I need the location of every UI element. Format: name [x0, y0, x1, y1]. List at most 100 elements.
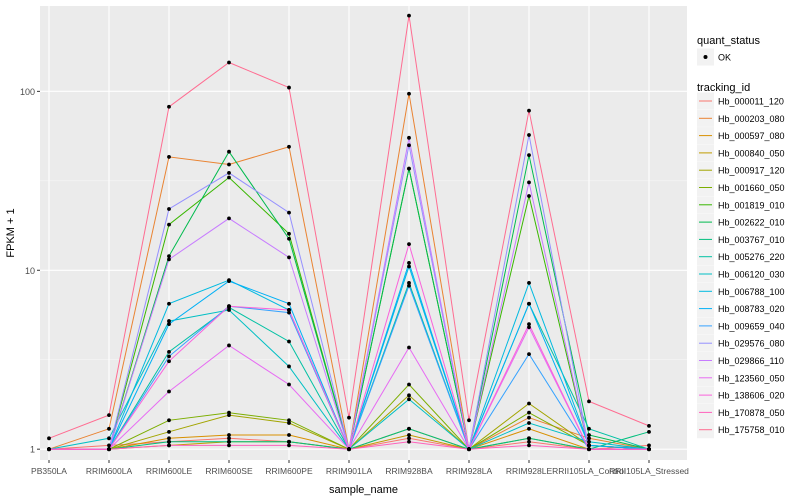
x-tick-label: RRIM928BA: [385, 466, 433, 476]
legend-label: Hb_008783_020: [718, 304, 785, 314]
data-point: [107, 436, 111, 441]
data-point: [587, 436, 591, 441]
legend-label: Hb_123560_050: [718, 373, 785, 383]
data-point: [587, 426, 591, 431]
data-point: [287, 144, 291, 149]
data-point: [287, 364, 291, 369]
data-point: [167, 418, 171, 423]
data-point: [287, 439, 291, 444]
data-point: [527, 443, 531, 448]
data-point: [407, 135, 411, 140]
data-point: [227, 149, 231, 154]
data-point: [527, 415, 531, 420]
legend-label: Hb_006788_100: [718, 287, 785, 297]
data-point: [347, 415, 351, 420]
data-point: [647, 429, 651, 434]
data-point: [287, 418, 291, 423]
legend-label: Hb_000917_120: [718, 166, 785, 176]
data-point: [287, 236, 291, 241]
legend-shape-entries: OK: [697, 48, 731, 66]
legend-label: Hb_000597_080: [718, 131, 785, 141]
data-point: [527, 322, 531, 327]
data-point: [407, 264, 411, 269]
data-point: [167, 254, 171, 259]
data-point: [47, 436, 51, 441]
data-point: [527, 410, 531, 415]
legend-label: Hb_170878_050: [718, 408, 785, 418]
data-point: [407, 166, 411, 171]
y-tick-label: 10: [25, 266, 35, 276]
data-point: [287, 310, 291, 315]
legend-label: Hb_003767_010: [718, 235, 785, 245]
legend-color-entries: Hb_000011_120 Hb_000203_080 Hb_000597_080 H…: [697, 92, 785, 439]
data-point: [107, 443, 111, 448]
y-tick-label: 1: [30, 445, 35, 455]
data-point: [167, 322, 171, 327]
x-axis-ticks: PB350LA RRIM600LA RRIM600LE RRIM600SE RRIM60…: [31, 460, 689, 476]
data-point: [167, 439, 171, 444]
legend-label: Hb_138606_020: [718, 391, 785, 401]
data-point: [287, 308, 291, 312]
x-tick-label: RRIM600LE: [146, 466, 193, 476]
x-tick-label: RRIM928LE: [506, 466, 553, 476]
data-point: [407, 91, 411, 96]
data-point: [407, 382, 411, 387]
data-point: [107, 447, 111, 452]
data-point: [407, 426, 411, 431]
data-point: [167, 207, 171, 211]
data-point: [227, 433, 231, 437]
data-point: [527, 133, 531, 137]
x-tick-label: RRIM600SE: [205, 466, 253, 476]
data-point: [227, 162, 231, 167]
data-point: [407, 242, 411, 247]
data-point: [407, 260, 411, 265]
data-point: [287, 301, 291, 306]
legend-label: Hb_002622_010: [718, 218, 785, 228]
data-point: [407, 283, 411, 288]
data-point: [527, 194, 531, 198]
x-tick-label: PB350LA: [31, 466, 67, 476]
legend-label: Hb_006120_030: [718, 270, 785, 280]
data-point: [407, 13, 411, 18]
data-point: [167, 155, 171, 159]
x-tick-label: RRIM600LA: [86, 466, 133, 476]
data-point: [227, 279, 231, 283]
data-point: [287, 339, 291, 344]
data-point: [287, 85, 291, 90]
legend: quant_status tracking_id OK Hb_000011_12…: [697, 35, 785, 439]
data-point: [587, 439, 591, 444]
plot-panel: [40, 6, 687, 460]
x-tick-label: RRIM901LA: [326, 466, 373, 476]
data-point: [647, 423, 651, 428]
y-tick-label: 100: [20, 87, 35, 97]
data-point: [347, 447, 351, 452]
data-point: [167, 443, 171, 448]
data-point: [527, 280, 531, 285]
data-point: [287, 433, 291, 437]
legend-label: Hb_000203_080: [718, 114, 785, 124]
legend-label: Hb_001660_050: [718, 183, 785, 193]
legend-label: Hb_005276_220: [718, 252, 785, 262]
data-point: [527, 108, 531, 113]
legend-label: Hb_009659_040: [718, 321, 785, 331]
data-point: [227, 60, 231, 65]
data-point: [107, 426, 111, 431]
data-point: [527, 180, 531, 185]
legend-point-symbol: [703, 55, 708, 59]
legend-label: Hb_000840_050: [718, 148, 785, 158]
data-point: [167, 354, 171, 359]
data-point: [527, 325, 531, 330]
data-point: [527, 439, 531, 444]
data-point: [227, 216, 231, 221]
legend-label: OK: [718, 53, 731, 63]
data-point: [287, 231, 291, 236]
data-point: [227, 443, 231, 448]
y-axis-title: FPKM + 1: [5, 208, 17, 257]
data-point: [167, 389, 171, 394]
data-point: [407, 393, 411, 398]
data-point: [407, 345, 411, 350]
data-point: [647, 443, 651, 448]
data-point: [227, 439, 231, 444]
data-point: [287, 255, 291, 260]
